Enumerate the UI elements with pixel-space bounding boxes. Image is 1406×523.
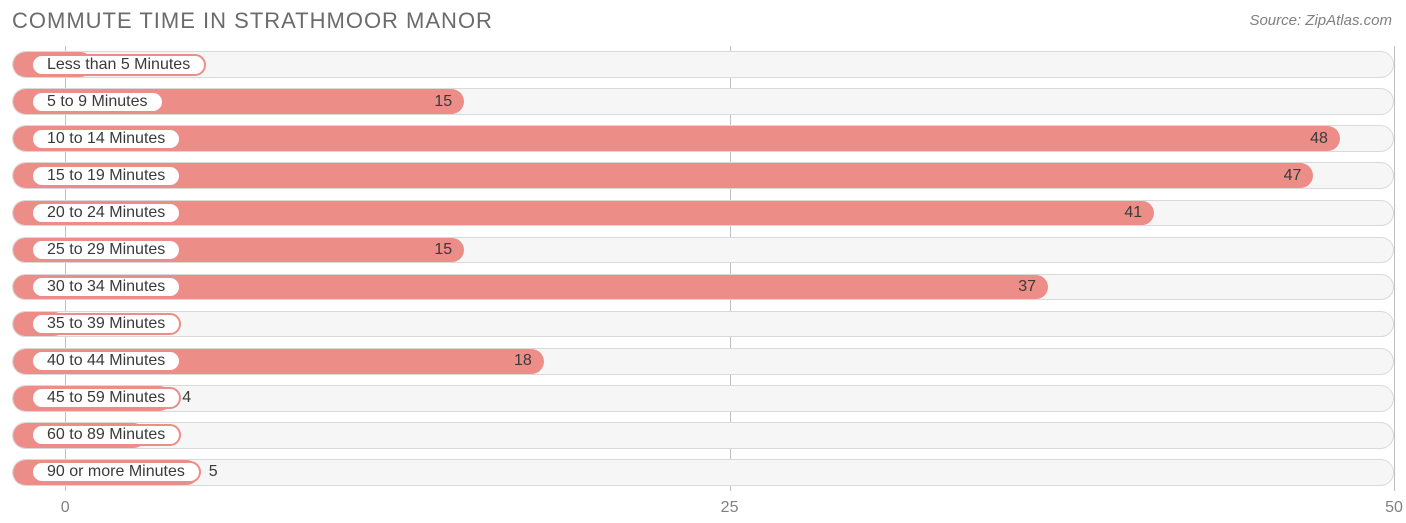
chart-row: 5 90 or more Minutes [12, 459, 1394, 486]
x-tick: 0 [61, 499, 70, 517]
chart-row: 1Less than 5 Minutes [12, 51, 1394, 78]
category-pill: 20 to 24 Minutes [31, 202, 181, 224]
bar-value: 37 [1018, 278, 1048, 296]
bar: 47 [13, 163, 1313, 188]
category-pill: 25 to 29 Minutes [31, 239, 181, 261]
category-pill: 45 to 59 Minutes [31, 387, 181, 409]
bar-track: 15 25 to 29 Minutes [12, 237, 1394, 264]
chart-row: 360 to 89 Minutes [12, 422, 1394, 449]
category-pill: 10 to 14 Minutes [31, 128, 181, 150]
bar-track: 37 30 to 34 Minutes [12, 274, 1394, 301]
bar-value: 47 [1284, 167, 1314, 185]
category-pill: 40 to 44 Minutes [31, 350, 181, 372]
bar-track: 360 to 89 Minutes [12, 422, 1394, 449]
bar-value: 5 [209, 463, 218, 481]
x-tick: 50 [1385, 499, 1403, 517]
bar-track: 5 90 or more Minutes [12, 459, 1394, 486]
category-pill: 15 to 19 Minutes [31, 165, 181, 187]
bar-track: 035 to 39 Minutes [12, 311, 1394, 338]
bar-track: 41 20 to 24 Minutes [12, 200, 1394, 227]
chart-row: 15 25 to 29 Minutes [12, 237, 1394, 264]
bar-track: 18 40 to 44 Minutes [12, 348, 1394, 375]
bar-track: 15 5 to 9 Minutes [12, 88, 1394, 115]
bar-value: 18 [514, 352, 544, 370]
category-pill: 35 to 39 Minutes [31, 313, 181, 335]
chart-source: Source: ZipAtlas.com [1249, 12, 1392, 29]
chart-row: 37 30 to 34 Minutes [12, 274, 1394, 301]
x-tick: 25 [721, 499, 739, 517]
bar-chart: 1Less than 5 Minutes 15 5 to 9 Minutes 48 10… [12, 46, 1394, 491]
category-pill: 5 to 9 Minutes [31, 91, 164, 113]
bar-track: 1Less than 5 Minutes [12, 51, 1394, 78]
chart-row: 47 15 to 19 Minutes [12, 162, 1394, 189]
category-pill: 30 to 34 Minutes [31, 276, 181, 298]
bar-value: 15 [434, 93, 464, 111]
chart-row: 48 10 to 14 Minutes [12, 125, 1394, 152]
bar-track: 48 10 to 14 Minutes [12, 125, 1394, 152]
chart-row: 18 40 to 44 Minutes [12, 348, 1394, 375]
chart-title: COMMUTE TIME IN STRATHMOOR MANOR [12, 8, 493, 34]
category-pill: 60 to 89 Minutes [31, 424, 181, 446]
bar: 41 [13, 201, 1154, 226]
chart-row: 15 5 to 9 Minutes [12, 88, 1394, 115]
bar-track: 445 to 59 Minutes [12, 385, 1394, 412]
x-axis-ticks: 02550 [12, 497, 1394, 517]
gridline [1394, 46, 1395, 491]
chart-row: 41 20 to 24 Minutes [12, 200, 1394, 227]
category-pill: Less than 5 Minutes [31, 54, 206, 76]
chart-row: 035 to 39 Minutes [12, 311, 1394, 338]
bar-value: 48 [1310, 130, 1340, 148]
chart-row: 445 to 59 Minutes [12, 385, 1394, 412]
category-pill: 90 or more Minutes [31, 461, 201, 483]
bar: 48 [13, 126, 1340, 151]
bar-value: 15 [434, 241, 464, 259]
bar-track: 47 15 to 19 Minutes [12, 162, 1394, 189]
bar-value: 4 [182, 389, 191, 407]
bar-value: 41 [1124, 204, 1154, 222]
